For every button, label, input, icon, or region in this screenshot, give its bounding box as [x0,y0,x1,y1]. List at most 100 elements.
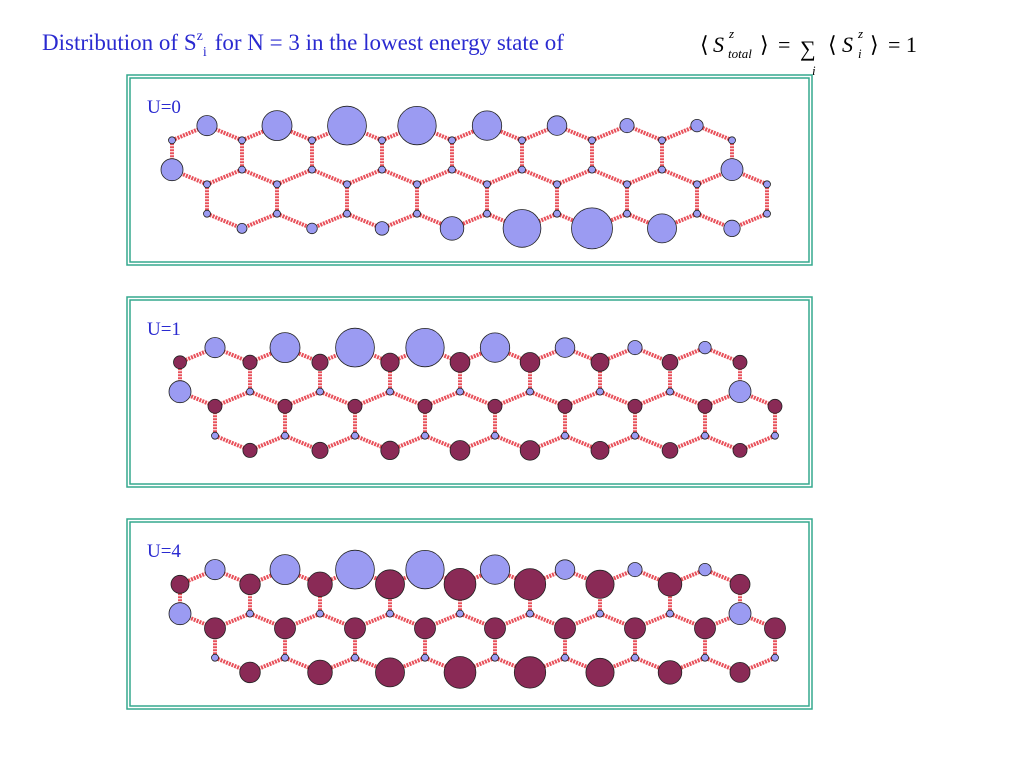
bond [206,167,243,187]
spin-site [728,380,752,404]
spin-site [623,180,631,189]
spin-site [239,661,261,684]
spin-site [397,105,437,146]
formula-sub: i [858,46,862,61]
panel-label: U=1 [147,319,181,340]
panel-border [129,299,810,485]
bond [626,167,663,187]
panel: U=4 [126,518,813,710]
spin-site [448,136,456,145]
spin-site [311,353,329,371]
spin-site [513,656,547,689]
spin-site [554,617,576,640]
panel-border [129,77,810,263]
spin-site [335,327,375,368]
spin-site [553,209,561,218]
spin-site [627,340,643,356]
spin-site [207,398,223,414]
spin-site [491,431,499,440]
spin-site [519,440,541,461]
spin-site [203,180,211,189]
spin-site [483,180,491,189]
spin-site [723,219,741,237]
spin-site [277,398,293,414]
spin-site [585,657,615,687]
spin-site [456,609,464,618]
spin-site [273,180,281,189]
spin-site [479,332,511,363]
spin-site [378,136,386,145]
spin-site [239,573,261,596]
panel-border [126,296,813,488]
spin-site [666,609,674,618]
spin-site [421,431,429,440]
spin-site [729,573,751,595]
spin-site [720,158,744,182]
spin-site [479,554,511,585]
title-rest: for N = 3 in the lowest energy state of [215,30,564,55]
spin-site [168,602,192,626]
spin-site [417,398,433,414]
bond [381,167,418,187]
bond [241,211,278,231]
spin-site [658,136,666,145]
spin-site [439,216,465,241]
spin-site [585,569,615,599]
spin-site [631,431,639,440]
spin-site [281,431,289,440]
spin-site [211,431,219,440]
spin-site [513,568,547,601]
formula-sup: z [728,26,734,41]
spin-site [553,180,561,189]
spin-site [238,165,246,174]
spin-site [519,352,541,373]
spin-site [421,653,429,662]
formula-index: i [812,63,816,78]
spin-site [698,340,712,355]
spin-site [204,617,226,640]
spin-site [693,209,701,218]
spin-site [204,559,226,581]
panel-label: U=4 [147,541,181,562]
spin-site [554,337,576,358]
spin-site [448,165,456,174]
spin-site [771,653,779,662]
spin-site [386,609,394,618]
bond [311,167,348,187]
spin-site [443,567,477,601]
spin-site [414,617,436,640]
spin-site [491,653,499,662]
spin-site [238,136,246,145]
panel-border [126,74,813,266]
title: Distribution of Szi for N = 3 in the lowe… [42,29,564,60]
spin-site [269,332,301,364]
spin-site [728,602,752,625]
spin-site [694,617,716,640]
bond [311,211,348,231]
spin-site [763,209,771,218]
spin-site [246,387,254,396]
bond [206,211,243,231]
panel-border [129,521,810,707]
spin-site [386,387,394,396]
spin-site [335,549,375,590]
panel-border [126,518,813,710]
panel: U=0 [126,74,813,266]
spin-site [242,354,258,370]
bracket: ⟨ [700,32,709,57]
spin-site [273,209,281,218]
spin-site [483,209,491,218]
spin-site [168,380,192,404]
bracket: ⟩ [870,32,879,57]
spin-site [311,441,329,459]
spin-site [502,209,542,248]
spin-site [306,222,318,235]
spin-site [526,609,534,618]
formula-sum: ∑ [800,36,816,61]
spin-site [343,180,351,189]
spin-site [631,653,639,662]
bond [276,167,313,187]
spin-site [261,110,293,141]
spin-site [405,327,445,368]
spin-site [168,136,176,145]
